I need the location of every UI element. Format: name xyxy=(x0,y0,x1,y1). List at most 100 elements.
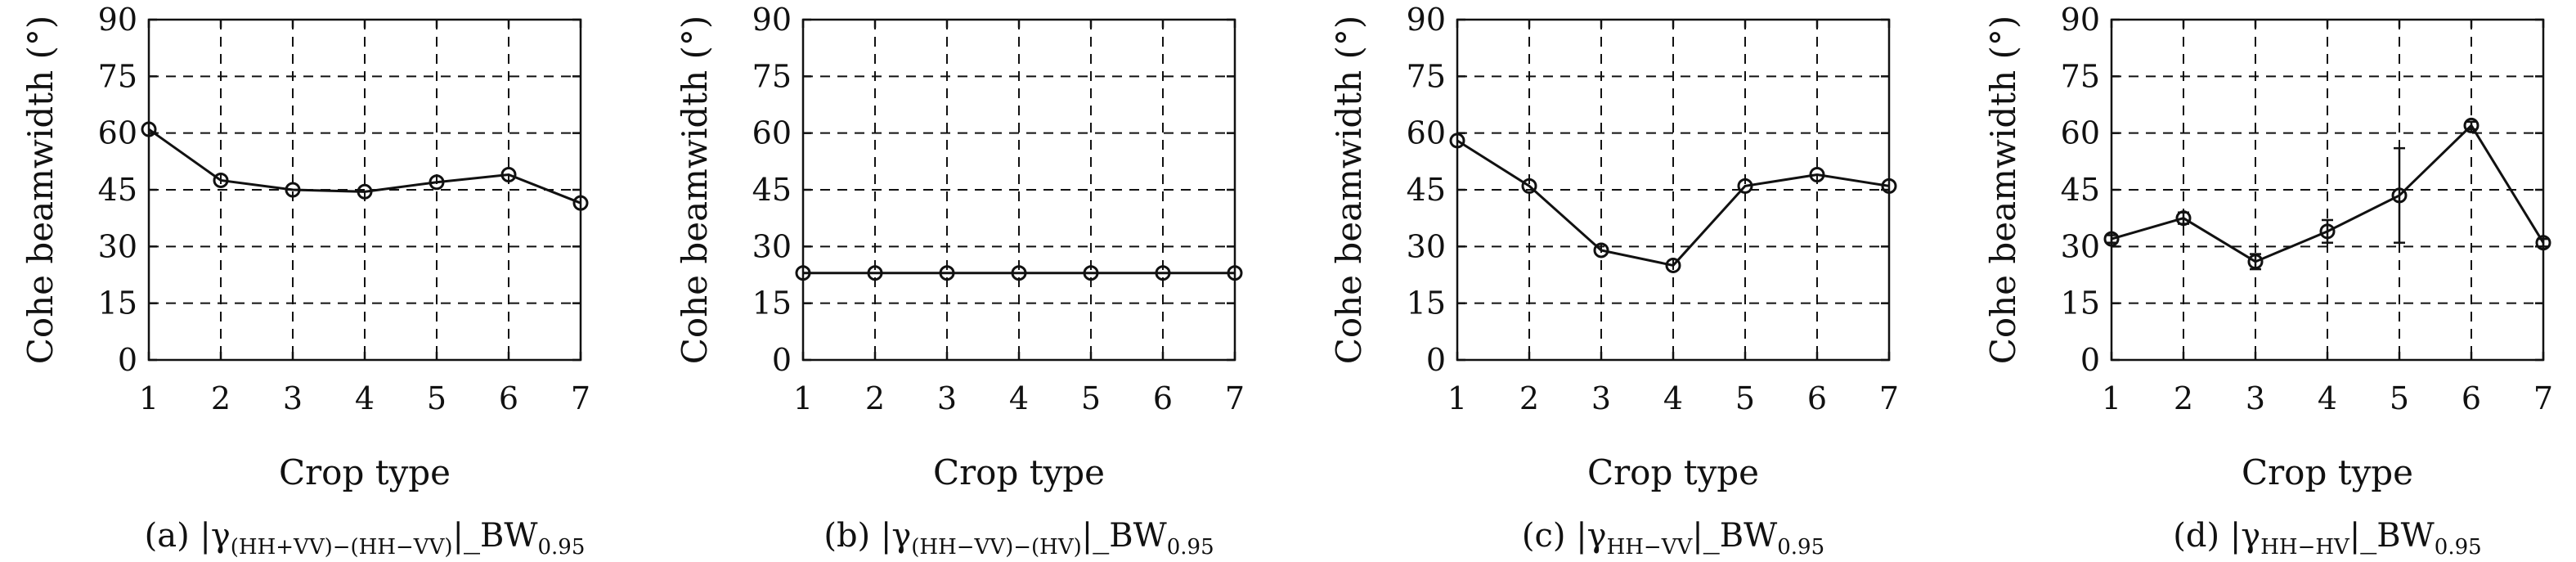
x-tick-label: 3 xyxy=(937,380,957,416)
data-point xyxy=(357,183,373,200)
x-tick-label: 3 xyxy=(2246,380,2265,416)
x-tick-label: 1 xyxy=(1447,380,1467,416)
x-axis-label: Crop type xyxy=(1587,452,1759,492)
data-point xyxy=(795,265,811,281)
y-tick-label: 0 xyxy=(772,342,792,378)
series-line xyxy=(148,128,581,205)
data-point xyxy=(1011,265,1027,281)
x-tick-label: 5 xyxy=(427,380,447,416)
series-line xyxy=(1456,139,1890,268)
panel-caption: (c) |γHH−VV|_BW0.95 xyxy=(1522,517,1824,560)
y-tick-label: 90 xyxy=(1407,2,1446,38)
data-point xyxy=(1881,178,1897,194)
x-tick-label: 2 xyxy=(1519,380,1539,416)
x-tick-label: 5 xyxy=(1735,380,1755,416)
x-tick-label: 6 xyxy=(1807,380,1827,416)
data-point xyxy=(2535,235,2551,251)
data-point xyxy=(285,182,301,198)
y-tick-label: 60 xyxy=(98,115,137,151)
y-tick-label: 0 xyxy=(2080,342,2100,378)
data-point xyxy=(2175,210,2192,227)
x-tick-label: 5 xyxy=(2390,380,2409,416)
y-tick-label: 30 xyxy=(1407,228,1446,264)
data-point xyxy=(2103,231,2120,247)
data-point xyxy=(429,174,445,191)
data-point xyxy=(1155,265,1171,281)
x-tick-label: 1 xyxy=(139,380,159,416)
y-tick-label: 90 xyxy=(98,2,137,38)
y-tick-label: 45 xyxy=(2061,172,2100,208)
x-tick-label: 4 xyxy=(355,380,375,416)
data-point xyxy=(2247,254,2264,270)
x-tick-label: 4 xyxy=(2318,380,2337,416)
x-tick-label: 4 xyxy=(1663,380,1683,416)
y-tick-label: 75 xyxy=(98,58,137,94)
y-tick-label: 30 xyxy=(2061,228,2100,264)
data-point xyxy=(2463,117,2480,133)
y-tick-label: 45 xyxy=(752,172,792,208)
x-tick-label: 4 xyxy=(1009,380,1029,416)
x-tick-label: 3 xyxy=(1591,380,1611,416)
x-tick-label: 6 xyxy=(499,380,518,416)
y-tick-label: 90 xyxy=(2061,2,2100,38)
y-tick-label: 90 xyxy=(752,2,792,38)
x-tick-label: 6 xyxy=(1153,380,1173,416)
y-axis-label: Cohe beamwidth (°) xyxy=(1329,16,1369,365)
y-tick-label: 15 xyxy=(752,285,792,321)
data-point xyxy=(1521,178,1537,194)
data-point xyxy=(1809,167,1825,183)
y-tick-label: 15 xyxy=(2061,285,2100,321)
y-tick-label: 60 xyxy=(2061,115,2100,151)
x-axis-label: Crop type xyxy=(2242,452,2413,492)
x-tick-label: 1 xyxy=(793,380,813,416)
y-tick-label: 75 xyxy=(2061,58,2100,94)
y-tick-label: 30 xyxy=(752,228,792,264)
x-tick-label: 3 xyxy=(283,380,303,416)
y-axis-label: Cohe beamwidth (°) xyxy=(675,16,715,365)
y-axis-label: Cohe beamwidth (°) xyxy=(20,16,61,365)
data-point xyxy=(2319,223,2336,240)
y-tick-label: 75 xyxy=(752,58,792,94)
data-point xyxy=(1227,265,1243,281)
data-point xyxy=(500,167,517,183)
x-tick-label: 1 xyxy=(2102,380,2121,416)
y-tick-label: 15 xyxy=(98,285,137,321)
y-axis-label: Cohe beamwidth (°) xyxy=(1983,16,2023,365)
y-tick-label: 30 xyxy=(98,228,137,264)
y-tick-label: 60 xyxy=(1407,115,1446,151)
x-tick-label: 2 xyxy=(211,380,231,416)
y-tick-label: 60 xyxy=(752,115,792,151)
panel-caption: (a) |γ(HH+VV)−(HH−VV)|_BW0.95 xyxy=(145,517,586,560)
y-tick-label: 0 xyxy=(118,342,137,378)
data-point xyxy=(1665,257,1681,273)
data-point xyxy=(1593,242,1609,259)
x-tick-label: 6 xyxy=(2462,380,2481,416)
x-tick-label: 7 xyxy=(1879,380,1899,416)
panel-caption: (b) |γ(HH−VV)−(HV)|_BW0.95 xyxy=(824,517,1214,560)
data-point xyxy=(1083,265,1099,281)
y-tick-label: 45 xyxy=(98,172,137,208)
x-tick-label: 7 xyxy=(1225,380,1245,416)
data-point xyxy=(939,265,955,281)
x-axis-label: Crop type xyxy=(279,452,451,492)
panel-caption: (d) |γHH−HV|_BW0.95 xyxy=(2173,517,2481,560)
x-tick-label: 7 xyxy=(2533,380,2553,416)
data-point xyxy=(572,195,589,211)
y-tick-label: 0 xyxy=(1426,342,1446,378)
y-tick-label: 15 xyxy=(1407,285,1446,321)
data-point xyxy=(1737,178,1753,194)
x-tick-label: 2 xyxy=(2174,380,2193,416)
data-point xyxy=(1449,133,1465,149)
y-tick-label: 75 xyxy=(1407,58,1446,94)
data-point xyxy=(867,265,883,281)
x-tick-label: 7 xyxy=(571,380,590,416)
data-point xyxy=(141,121,157,137)
y-tick-label: 45 xyxy=(1407,172,1446,208)
data-point xyxy=(2391,187,2408,204)
x-axis-label: Crop type xyxy=(933,452,1105,492)
